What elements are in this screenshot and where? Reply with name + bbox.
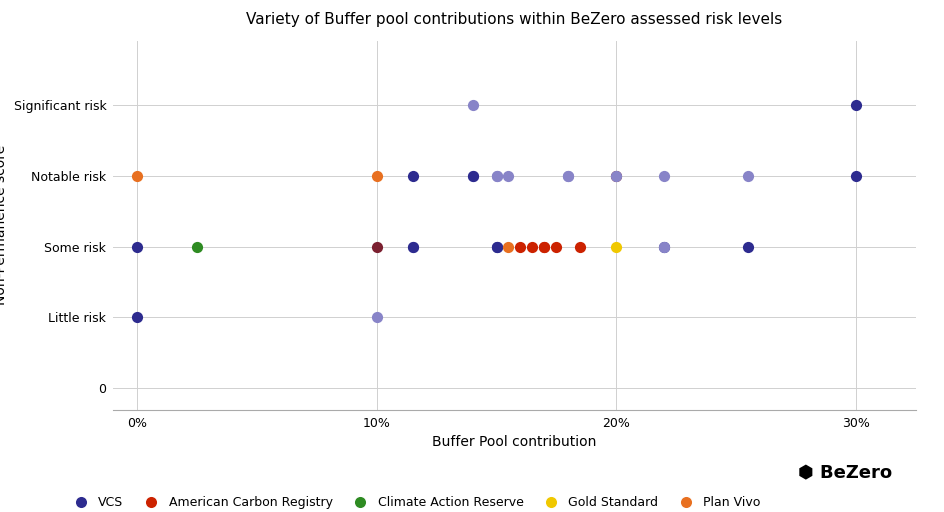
Point <box>405 243 420 251</box>
Point <box>740 172 755 180</box>
Y-axis label: Non-Permanence score: Non-Permanence score <box>0 145 8 305</box>
Point <box>489 243 504 251</box>
Legend: VCS, American Carbon Registry, Climate Action Reserve, Gold Standard, Plan Vivo: VCS, American Carbon Registry, Climate A… <box>63 491 766 512</box>
Point <box>561 172 576 180</box>
Point <box>513 243 528 251</box>
Point <box>489 172 504 180</box>
Point <box>537 243 552 251</box>
Point <box>405 243 420 251</box>
Point <box>609 243 624 251</box>
Point <box>849 101 864 109</box>
Point <box>405 172 420 180</box>
Point <box>849 172 864 180</box>
Point <box>369 243 384 251</box>
Point <box>561 172 576 180</box>
Point <box>465 172 480 180</box>
Point <box>190 243 205 251</box>
Point <box>609 172 624 180</box>
Point <box>657 243 672 251</box>
Point <box>369 172 384 180</box>
Point <box>537 243 552 251</box>
Text: ⬢ BeZero: ⬢ BeZero <box>798 464 892 483</box>
Point <box>369 313 384 322</box>
Title: Variety of Buffer pool contributions within BeZero assessed risk levels: Variety of Buffer pool contributions wit… <box>246 12 783 27</box>
X-axis label: Buffer Pool contribution: Buffer Pool contribution <box>432 435 597 449</box>
Point <box>525 243 540 251</box>
Point <box>489 172 504 180</box>
Point <box>489 243 504 251</box>
Point <box>129 313 144 322</box>
Point <box>657 172 672 180</box>
Point <box>501 243 516 251</box>
Point <box>465 101 480 109</box>
Point <box>609 172 624 180</box>
Point <box>129 243 144 251</box>
Point <box>129 172 144 180</box>
Point <box>501 172 516 180</box>
Point <box>740 243 755 251</box>
Point <box>573 243 588 251</box>
Point <box>465 172 480 180</box>
Point <box>548 243 564 251</box>
Point <box>657 243 672 251</box>
